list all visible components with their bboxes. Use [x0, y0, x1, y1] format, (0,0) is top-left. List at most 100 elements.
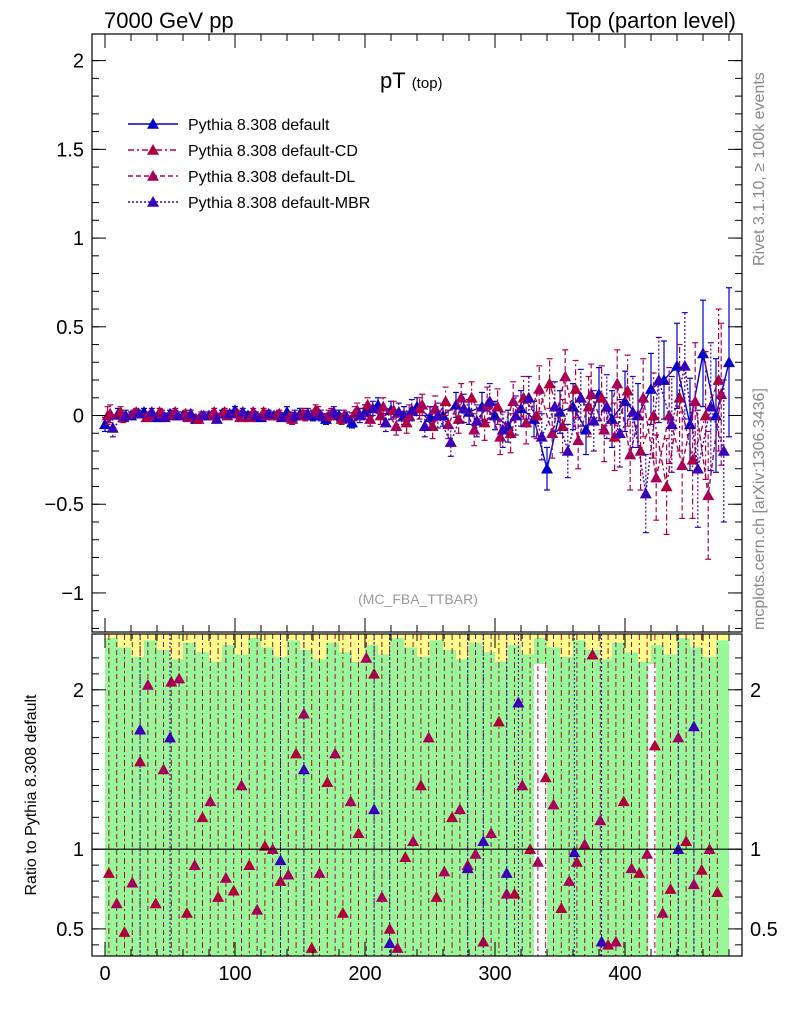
band-yellow	[274, 634, 287, 657]
ratio-point	[578, 838, 591, 850]
data-point	[470, 414, 483, 426]
band-green	[638, 661, 651, 956]
data-point	[442, 418, 455, 430]
band-green	[482, 652, 495, 956]
y-tick-label: 1.5	[56, 139, 84, 161]
data-point	[491, 400, 504, 412]
ratio-point	[110, 897, 123, 909]
band-yellow	[547, 634, 560, 648]
data-point	[457, 402, 470, 414]
ratio-point	[383, 937, 396, 949]
ratio-point	[149, 897, 162, 909]
band-yellow	[157, 634, 170, 650]
legend-marker	[147, 118, 159, 129]
ratio-point	[430, 891, 443, 902]
ratio-point	[212, 891, 225, 902]
ratio-point	[492, 715, 505, 727]
ratio-point	[352, 827, 365, 839]
band-green	[404, 647, 417, 956]
ratio-point	[633, 867, 646, 878]
data-point	[452, 413, 465, 424]
band-yellow	[131, 634, 144, 657]
band-green	[469, 642, 482, 956]
ratio-point	[383, 922, 396, 934]
ratio-point	[453, 803, 466, 815]
series-line	[112, 365, 725, 494]
ratio-point	[516, 779, 529, 791]
main-series	[99, 287, 735, 560]
data-point	[608, 430, 621, 442]
ratio-point	[368, 803, 381, 815]
band-yellow	[222, 634, 235, 646]
ratio-series-2	[134, 634, 700, 956]
ratio-point	[539, 771, 552, 783]
ratio-point	[609, 935, 622, 947]
data-point	[340, 411, 353, 423]
data-point	[236, 405, 249, 417]
band-green	[339, 652, 352, 956]
band-yellow	[404, 634, 417, 648]
data-point	[364, 413, 377, 424]
data-point	[197, 409, 210, 421]
band-green	[443, 649, 456, 956]
band-green	[105, 638, 118, 956]
data-point	[390, 420, 403, 431]
band-yellow	[287, 634, 300, 641]
data-point	[546, 427, 559, 439]
band-green	[261, 647, 274, 956]
data-point	[275, 411, 288, 423]
ratio-point	[297, 763, 310, 775]
ratio-y-tick-label-right: 2	[750, 680, 761, 702]
x-tick-label: 400	[608, 963, 641, 985]
ratio-point	[126, 876, 139, 888]
band-green	[248, 638, 261, 956]
ratio-point	[422, 731, 435, 743]
data-point	[444, 436, 457, 447]
data-point	[405, 404, 418, 415]
header-left: 7000 GeV pp	[104, 8, 234, 33]
ratio-point	[235, 779, 248, 791]
ratio-point	[368, 667, 381, 679]
legend-entry: Pythia 8.308 default-DL	[128, 169, 355, 186]
data-point	[535, 430, 548, 442]
band-green	[417, 656, 430, 956]
data-point	[691, 462, 704, 474]
data-point	[598, 423, 611, 435]
series-2	[104, 322, 728, 560]
ratio-point	[438, 865, 451, 877]
ratio-point	[173, 672, 186, 684]
band-green	[599, 659, 612, 956]
data-point	[613, 427, 626, 439]
y-tick-label: 1	[73, 228, 84, 250]
series-0	[99, 287, 735, 491]
data-point	[543, 377, 556, 389]
data-point	[392, 405, 405, 417]
data-point	[431, 409, 444, 421]
data-point	[416, 398, 429, 410]
y-tick-label: 0.5	[56, 317, 84, 339]
ratio-point	[711, 886, 724, 898]
ratio-point	[305, 942, 318, 953]
data-point	[569, 382, 582, 394]
ratio-point	[227, 884, 240, 896]
data-point	[723, 356, 735, 368]
band-green	[690, 647, 703, 956]
band-yellow	[677, 634, 690, 638]
data-point	[548, 400, 561, 412]
ratio-point	[595, 935, 608, 947]
data-point	[567, 400, 579, 412]
y-tick-label: 2	[73, 51, 84, 73]
ratio-point	[469, 847, 482, 859]
ratio-point	[243, 859, 256, 870]
legend-entry: Pythia 8.308 default	[128, 117, 330, 134]
band-yellow	[339, 634, 352, 653]
legend-label: Pythia 8.308 default-CD	[188, 143, 358, 160]
ratio-point	[641, 847, 654, 859]
band-yellow	[365, 634, 378, 646]
band-yellow	[170, 634, 183, 660]
ratio-point	[485, 827, 498, 839]
band-yellow	[482, 634, 495, 653]
main-axes: 2 1.5 1 0.5 0 −0.5 −1	[45, 34, 742, 632]
data-point	[520, 416, 533, 428]
